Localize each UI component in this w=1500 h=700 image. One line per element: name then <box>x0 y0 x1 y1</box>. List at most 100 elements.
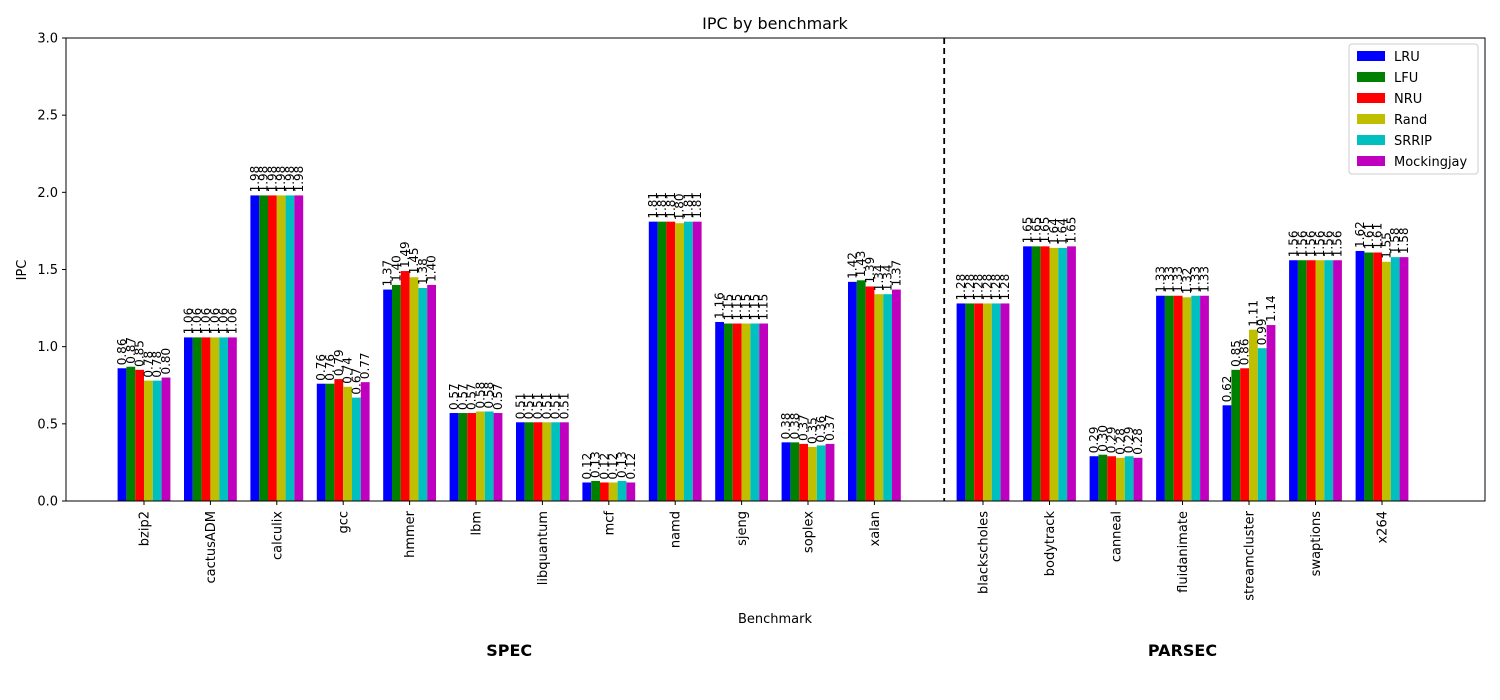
bar-lru-fluidanimate <box>1156 295 1165 501</box>
data-label: 0.99 <box>1255 318 1269 345</box>
data-label: 1.49 <box>398 241 412 268</box>
bar-lfu-namd <box>657 221 667 501</box>
legend-swatch <box>1357 135 1385 145</box>
bar-lfu-lbm <box>458 413 468 501</box>
bar-srrip-bzip2 <box>152 380 162 501</box>
data-label: 1.65 <box>1021 217 1035 244</box>
data-label: 1.32 <box>1180 268 1194 295</box>
bar-nru-bzip2 <box>135 369 144 501</box>
data-label: 1.06 <box>181 308 195 335</box>
bar-nru-namd <box>666 221 676 501</box>
bar-mockingjay-sjeng <box>759 323 768 501</box>
bar-lru-calculix <box>250 195 260 502</box>
data-label: 1.56 <box>1295 231 1309 258</box>
x-tick-label: lbm <box>470 511 485 536</box>
data-label: 1.28 <box>980 274 994 301</box>
bar-lru-gcc <box>316 383 326 501</box>
bar-lfu-blackscholes <box>965 303 975 501</box>
y-tick-label: 3.0 <box>37 32 58 47</box>
data-label: 0.35 <box>805 417 819 444</box>
bar-rand-cactusADM <box>210 337 220 501</box>
data-label: 1.15 <box>748 294 762 321</box>
legend-label: NRU <box>1394 92 1422 107</box>
data-label: 0.57 <box>447 383 461 410</box>
data-label: 1.58 <box>1388 227 1402 254</box>
bar-rand-streamcluster <box>1249 329 1258 501</box>
data-label: 1.81 <box>681 192 695 219</box>
data-label: 1.06 <box>208 308 222 335</box>
bar-lfu-fluidanimate <box>1164 295 1174 501</box>
data-label: 1.65 <box>1038 217 1052 244</box>
data-label: 1.81 <box>664 192 678 219</box>
bar-rand-blackscholes <box>983 303 992 501</box>
data-label: 1.16 <box>713 292 727 319</box>
bar-lru-hmmer <box>383 289 392 501</box>
data-label: 1.56 <box>1322 231 1336 258</box>
x-tick-label: cactusADM <box>204 511 219 584</box>
bar-mockingjay-x264 <box>1399 257 1409 501</box>
data-label: 1.40 <box>389 255 403 282</box>
bar-mockingjay-hmmer <box>427 284 436 501</box>
bar-nru-xalan <box>865 286 875 501</box>
data-label: 0.29 <box>1122 427 1136 454</box>
x-tick-label: bzip2 <box>138 511 153 546</box>
x-tick-label: canneal <box>1110 511 1125 562</box>
bar-mockingjay-libquantum <box>560 422 569 501</box>
bar-mockingjay-bodytrack <box>1067 246 1076 501</box>
bar-lru-sjeng <box>715 321 724 501</box>
bar-nru-x264 <box>1373 252 1382 501</box>
data-label: 0.86 <box>1238 339 1252 366</box>
legend-swatch <box>1357 72 1385 82</box>
data-label: 0.37 <box>823 414 837 441</box>
bar-rand-libquantum <box>542 422 552 501</box>
data-label: 0.13 <box>589 451 603 478</box>
data-label: 0.78 <box>150 351 164 378</box>
bar-mockingjay-calculix <box>294 195 304 502</box>
x-tick-label: bodytrack <box>1043 511 1058 577</box>
y-tick-label: 0.0 <box>37 495 58 510</box>
bar-lru-bodytrack <box>1023 246 1032 501</box>
legend-swatch <box>1357 51 1385 61</box>
x-tick-label: streamcluster <box>1243 510 1258 600</box>
data-label: 0.38 <box>788 413 802 440</box>
data-label: 0.85 <box>1229 340 1243 367</box>
bar-rand-x264 <box>1382 261 1391 501</box>
bar-nru-fluidanimate <box>1173 295 1183 501</box>
bar-nru-bodytrack <box>1040 246 1050 501</box>
bar-mockingjay-xalan <box>892 289 901 501</box>
data-label: 1.98 <box>257 166 271 193</box>
data-label: 0.13 <box>615 451 629 478</box>
data-label: 1.15 <box>757 294 771 321</box>
bar-lru-swaptions <box>1289 260 1298 501</box>
data-label: 0.29 <box>1105 427 1119 454</box>
bar-srrip-fluidanimate <box>1191 295 1201 501</box>
group-labels: SPEC PARSEC <box>486 641 1217 660</box>
bar-srrip-sjeng <box>750 323 760 501</box>
bar-rand-calculix <box>276 195 286 502</box>
bar-lfu-hmmer <box>392 284 401 501</box>
data-label: 0.12 <box>606 453 620 480</box>
data-label: 1.15 <box>721 294 735 321</box>
data-label: 1.80 <box>673 193 687 220</box>
legend-swatch <box>1357 156 1385 166</box>
bar-lru-mcf <box>582 482 592 501</box>
bars-layer <box>117 195 1409 502</box>
data-label: 1.98 <box>283 166 297 193</box>
bar-lru-blackscholes <box>956 303 966 501</box>
legend-label: LRU <box>1394 50 1420 65</box>
bar-mockingjay-lbm <box>493 413 503 501</box>
x-tick-label: sjeng <box>735 511 750 546</box>
data-label: 1.45 <box>407 248 421 275</box>
bar-lfu-soplex <box>790 442 800 501</box>
x-tick-label: soplex <box>802 511 817 553</box>
data-label: 0.51 <box>531 393 545 420</box>
data-label: 1.33 <box>1162 266 1176 293</box>
bar-lru-xalan <box>848 281 857 501</box>
data-label: 1.39 <box>863 257 877 284</box>
data-label: 1.56 <box>1304 231 1318 258</box>
data-label: 0.79 <box>332 349 346 376</box>
x-tick-label: libquantum <box>536 511 551 585</box>
legend-label: LFU <box>1394 71 1418 86</box>
bar-srrip-hmmer <box>418 288 428 501</box>
data-label: 0.12 <box>597 453 611 480</box>
